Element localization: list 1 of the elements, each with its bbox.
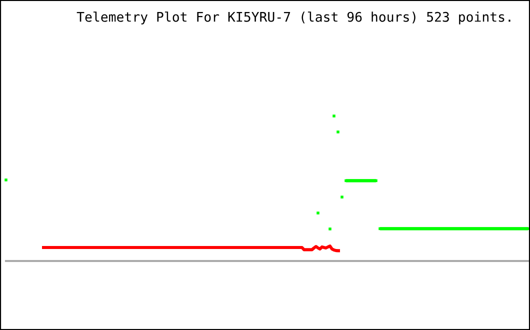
chart-title: Telemetry Plot For KI5YRU-7 (last 96 hours) 523 points. (76, 12, 510, 24)
